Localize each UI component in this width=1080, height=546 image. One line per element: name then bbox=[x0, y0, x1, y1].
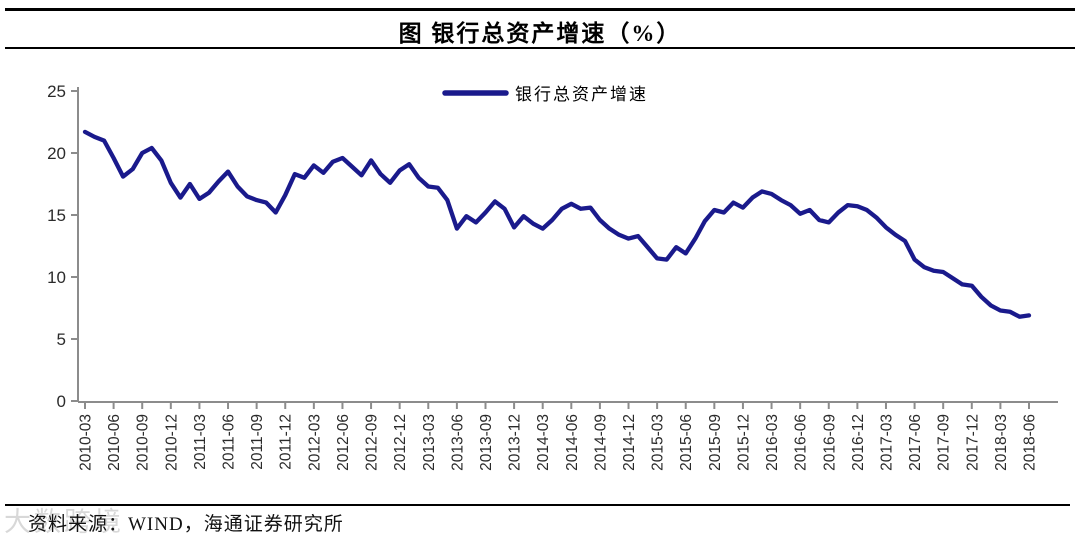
bottom-divider bbox=[5, 504, 1070, 506]
x-axis-tick-label: 2010-09 bbox=[135, 414, 152, 471]
data-series-line bbox=[82, 129, 1032, 319]
y-axis-tick-label: 5 bbox=[57, 330, 66, 349]
x-axis-tick-label: 2012-03 bbox=[306, 414, 323, 471]
x-axis-tick-label: 2010-06 bbox=[106, 414, 123, 471]
x-axis-tick-label: 2015-06 bbox=[678, 414, 695, 471]
line-chart: 0 5 10 15 20 25 2010-03 2010-06 2010-09 2010-12 20… bbox=[47, 82, 1058, 471]
x-axis-tick-label: 2018-03 bbox=[993, 414, 1010, 471]
x-axis-tick-label: 2012-12 bbox=[392, 414, 409, 471]
x-axis-tick-label: 2017-06 bbox=[907, 414, 924, 471]
x-axis-tick-label: 2014-06 bbox=[564, 414, 581, 471]
x-axis-tick-label: 2017-09 bbox=[936, 414, 953, 471]
y-axis-tick-label: 15 bbox=[47, 206, 66, 225]
x-axis-tick-label: 2014-12 bbox=[621, 414, 638, 471]
chart-title: 图 银行总资产增速（%） bbox=[398, 21, 682, 46]
x-axis-tick-label: 2017-12 bbox=[964, 414, 981, 471]
title-divider bbox=[5, 47, 1075, 49]
legend-label: 银行总资产增速 bbox=[515, 85, 648, 104]
x-axis-tick-label: 2015-12 bbox=[735, 414, 752, 471]
x-axis-tick-label: 2017-03 bbox=[878, 414, 895, 471]
x-axis-tick-label: 2014-09 bbox=[592, 414, 609, 471]
x-axis-tick-label: 2012-09 bbox=[364, 414, 381, 471]
watermark: 大数跨境 bbox=[4, 507, 124, 537]
x-axis-tick-label: 2013-03 bbox=[421, 414, 438, 471]
y-axis-tick-label: 10 bbox=[47, 268, 66, 287]
x-axis-tick-label: 2011-06 bbox=[221, 414, 238, 470]
x-axis-tick-label: 2015-09 bbox=[707, 414, 724, 471]
x-axis-tick-label: 2016-12 bbox=[850, 414, 867, 471]
x-axis-tick-label: 2013-12 bbox=[507, 414, 524, 471]
x-axis-tick-label: 2010-03 bbox=[78, 414, 95, 471]
top-divider bbox=[5, 8, 1075, 11]
x-axis-tick-label: 2012-06 bbox=[335, 414, 352, 471]
x-axis-tick-label: 2011-09 bbox=[249, 414, 266, 470]
source-note: 资料来源：WIND，海通证券研究所 bbox=[28, 514, 344, 535]
x-axis-tick-label: 2014-03 bbox=[535, 414, 552, 471]
x-axis-tick-label: 2011-12 bbox=[278, 414, 295, 470]
x-axis-tick-label: 2013-09 bbox=[478, 414, 495, 471]
x-axis-tick-label: 2016-03 bbox=[764, 414, 781, 471]
y-axis-tick-label: 0 bbox=[57, 392, 66, 411]
x-axis-tick-label: 2018-06 bbox=[1022, 414, 1039, 471]
y-axis-tick-label: 25 bbox=[47, 82, 66, 101]
y-axis-tick-label: 20 bbox=[47, 144, 66, 163]
x-axis-tick-label: 2015-03 bbox=[650, 414, 667, 471]
x-axis-tick-label: 2010-12 bbox=[163, 414, 180, 471]
x-axis-tick-label: 2016-09 bbox=[821, 414, 838, 471]
x-axis-tick-label: 2013-06 bbox=[449, 414, 466, 471]
x-axis-tick-label: 2011-03 bbox=[192, 414, 209, 470]
x-axis-tick-label: 2016-06 bbox=[793, 414, 810, 471]
